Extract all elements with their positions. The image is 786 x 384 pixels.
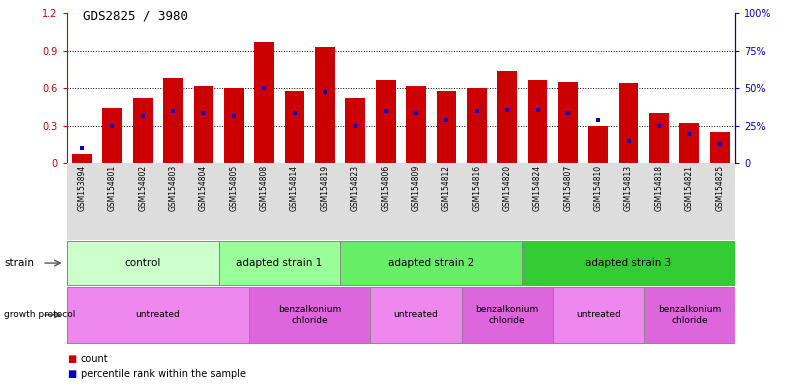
Bar	[679, 123, 700, 163]
Bar	[406, 86, 426, 163]
Text: adapted strain 1: adapted strain 1	[237, 258, 322, 268]
Text: GSM153894: GSM153894	[78, 165, 86, 211]
Bar	[553, 287, 644, 343]
Text: growth protocol: growth protocol	[4, 310, 75, 319]
Bar	[249, 287, 370, 343]
Bar	[589, 126, 608, 163]
Bar	[345, 98, 365, 163]
Bar	[219, 241, 340, 285]
Text: benzalkonium
chloride: benzalkonium chloride	[658, 305, 721, 324]
Bar	[467, 88, 487, 163]
Text: untreated: untreated	[135, 310, 180, 319]
Bar	[461, 287, 553, 343]
Bar	[436, 91, 457, 163]
Text: adapted strain 3: adapted strain 3	[586, 258, 672, 268]
Text: GDS2825 / 3980: GDS2825 / 3980	[83, 10, 188, 23]
Bar	[558, 82, 578, 163]
Bar	[72, 154, 92, 163]
Bar	[67, 287, 249, 343]
Bar	[619, 83, 638, 163]
Text: GSM154802: GSM154802	[138, 165, 147, 211]
Text: GSM154824: GSM154824	[533, 165, 542, 211]
Text: GSM154813: GSM154813	[624, 165, 633, 211]
Text: control: control	[124, 258, 161, 268]
Text: GSM154804: GSM154804	[199, 165, 208, 211]
Text: untreated: untreated	[576, 310, 621, 319]
Bar	[527, 79, 547, 163]
Text: strain: strain	[4, 258, 34, 268]
Text: GSM154825: GSM154825	[715, 165, 724, 211]
Text: GSM154818: GSM154818	[655, 165, 663, 211]
Bar	[649, 113, 669, 163]
Bar	[523, 241, 735, 285]
Text: GSM154823: GSM154823	[351, 165, 360, 211]
Text: GSM154809: GSM154809	[412, 165, 421, 211]
Bar	[498, 71, 517, 163]
Bar	[133, 98, 152, 163]
Text: GSM154805: GSM154805	[230, 165, 238, 211]
Bar	[224, 88, 244, 163]
Text: GSM154819: GSM154819	[321, 165, 329, 211]
Text: GSM154814: GSM154814	[290, 165, 299, 211]
Text: GSM154807: GSM154807	[564, 165, 572, 211]
Bar	[285, 91, 304, 163]
Text: count: count	[81, 354, 108, 364]
Bar	[644, 287, 735, 343]
Text: adapted strain 2: adapted strain 2	[388, 258, 475, 268]
Bar	[67, 241, 219, 285]
Text: untreated: untreated	[394, 310, 439, 319]
Text: GSM154810: GSM154810	[593, 165, 603, 211]
Text: GSM154812: GSM154812	[442, 165, 451, 211]
Text: ■: ■	[67, 354, 76, 364]
Bar	[340, 241, 523, 285]
Bar	[315, 47, 335, 163]
Bar	[102, 108, 123, 163]
Text: GSM154801: GSM154801	[108, 165, 117, 211]
Bar	[376, 79, 395, 163]
Bar	[710, 132, 729, 163]
Text: GSM154821: GSM154821	[685, 165, 694, 211]
Text: ■: ■	[67, 369, 76, 379]
Bar	[255, 42, 274, 163]
Text: GSM154806: GSM154806	[381, 165, 390, 211]
Text: benzalkonium
chloride: benzalkonium chloride	[278, 305, 341, 324]
Text: GSM154816: GSM154816	[472, 165, 481, 211]
Text: benzalkonium
chloride: benzalkonium chloride	[476, 305, 538, 324]
Bar	[370, 287, 461, 343]
Text: GSM154803: GSM154803	[169, 165, 178, 211]
Text: GSM154808: GSM154808	[259, 165, 269, 211]
Bar	[163, 78, 183, 163]
Text: GSM154820: GSM154820	[503, 165, 512, 211]
Bar	[193, 86, 213, 163]
Text: percentile rank within the sample: percentile rank within the sample	[81, 369, 246, 379]
